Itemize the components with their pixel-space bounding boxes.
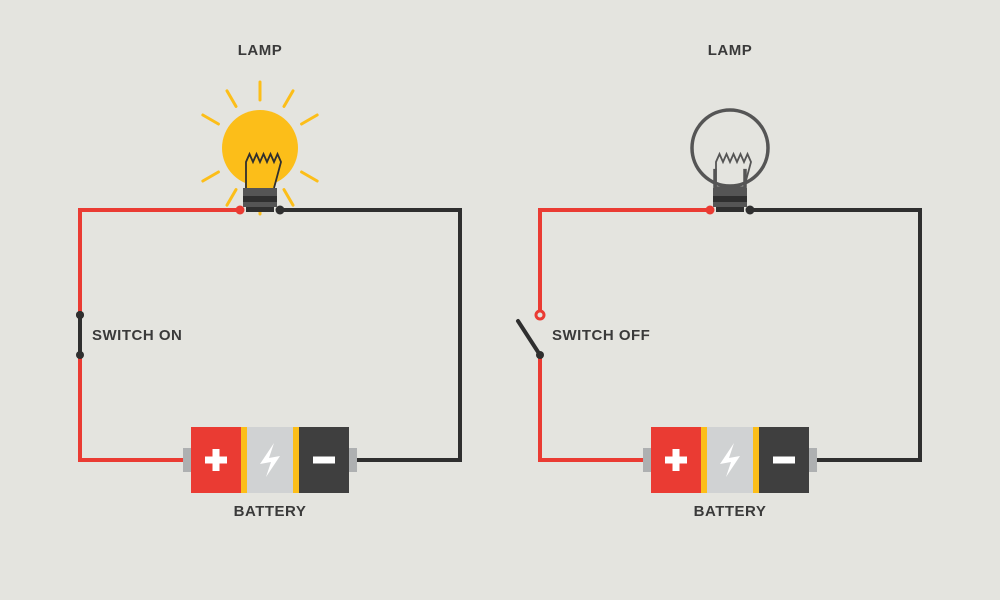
lamp-label: LAMP bbox=[238, 42, 283, 59]
switch-label: SWITCH ON bbox=[92, 327, 182, 344]
lamp-label: LAMP bbox=[708, 42, 753, 59]
switch-label: SWITCH OFF bbox=[552, 327, 650, 344]
battery-label: BATTERY bbox=[234, 503, 307, 520]
battery-label: BATTERY bbox=[694, 503, 767, 520]
